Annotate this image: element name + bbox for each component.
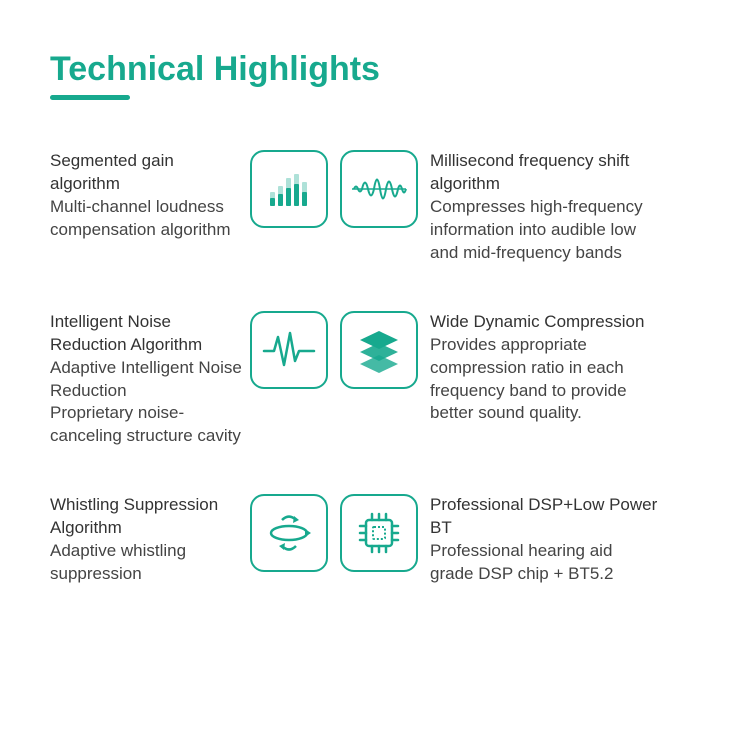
- equalizer-bars-icon: [250, 150, 328, 228]
- feature-row: Whistling Suppression Algorithm Adaptive…: [50, 494, 710, 586]
- feature-text-right: Professional DSP+Low Power BT Profession…: [418, 494, 658, 586]
- ecg-pulse-icon: [250, 311, 328, 389]
- feature-row: Segmented gain algorithm Multi-channel l…: [50, 150, 710, 265]
- feature-desc: Provides appropriate compression ratio i…: [430, 334, 658, 426]
- features-grid: Segmented gain algorithm Multi-channel l…: [50, 150, 710, 586]
- feature-icons: [250, 311, 418, 389]
- feature-text-right: Wide Dynamic Compression Provides approp…: [418, 311, 658, 426]
- sine-wave-icon: [340, 150, 418, 228]
- feature-desc: Adaptive whistling suppression: [50, 540, 242, 586]
- feature-title: Professional DSP+Low Power BT: [430, 494, 658, 540]
- feature-title: Whistling Suppression Algorithm: [50, 494, 242, 540]
- feature-title: Wide Dynamic Compression: [430, 311, 658, 334]
- feature-icons: [250, 494, 418, 572]
- rotate-swap-icon: [250, 494, 328, 572]
- feature-desc: Professional hearing aid grade DSP chip …: [430, 540, 658, 586]
- feature-desc: Multi-channel loudness compensation algo…: [50, 196, 242, 242]
- feature-title: Intelligent Noise Reduction Algorithm: [50, 311, 242, 357]
- feature-row: Intelligent Noise Reduction Algorithm Ad…: [50, 311, 710, 449]
- feature-icons: [250, 150, 418, 228]
- title-underline: [50, 95, 130, 100]
- feature-text-left: Segmented gain algorithm Multi-channel l…: [50, 150, 250, 242]
- feature-title: Millisecond frequency shift algorithm: [430, 150, 658, 196]
- stacked-layers-icon: [340, 311, 418, 389]
- feature-text-right: Millisecond frequency shift algorithm Co…: [418, 150, 658, 265]
- page-title: Technical Highlights: [50, 50, 710, 89]
- feature-desc: Adaptive Intelligent Noise ReductionProp…: [50, 357, 242, 449]
- feature-title: Segmented gain algorithm: [50, 150, 242, 196]
- feature-desc: Compresses high-frequency information in…: [430, 196, 658, 265]
- feature-text-left: Whistling Suppression Algorithm Adaptive…: [50, 494, 250, 586]
- cpu-chip-icon: [340, 494, 418, 572]
- feature-text-left: Intelligent Noise Reduction Algorithm Ad…: [50, 311, 250, 449]
